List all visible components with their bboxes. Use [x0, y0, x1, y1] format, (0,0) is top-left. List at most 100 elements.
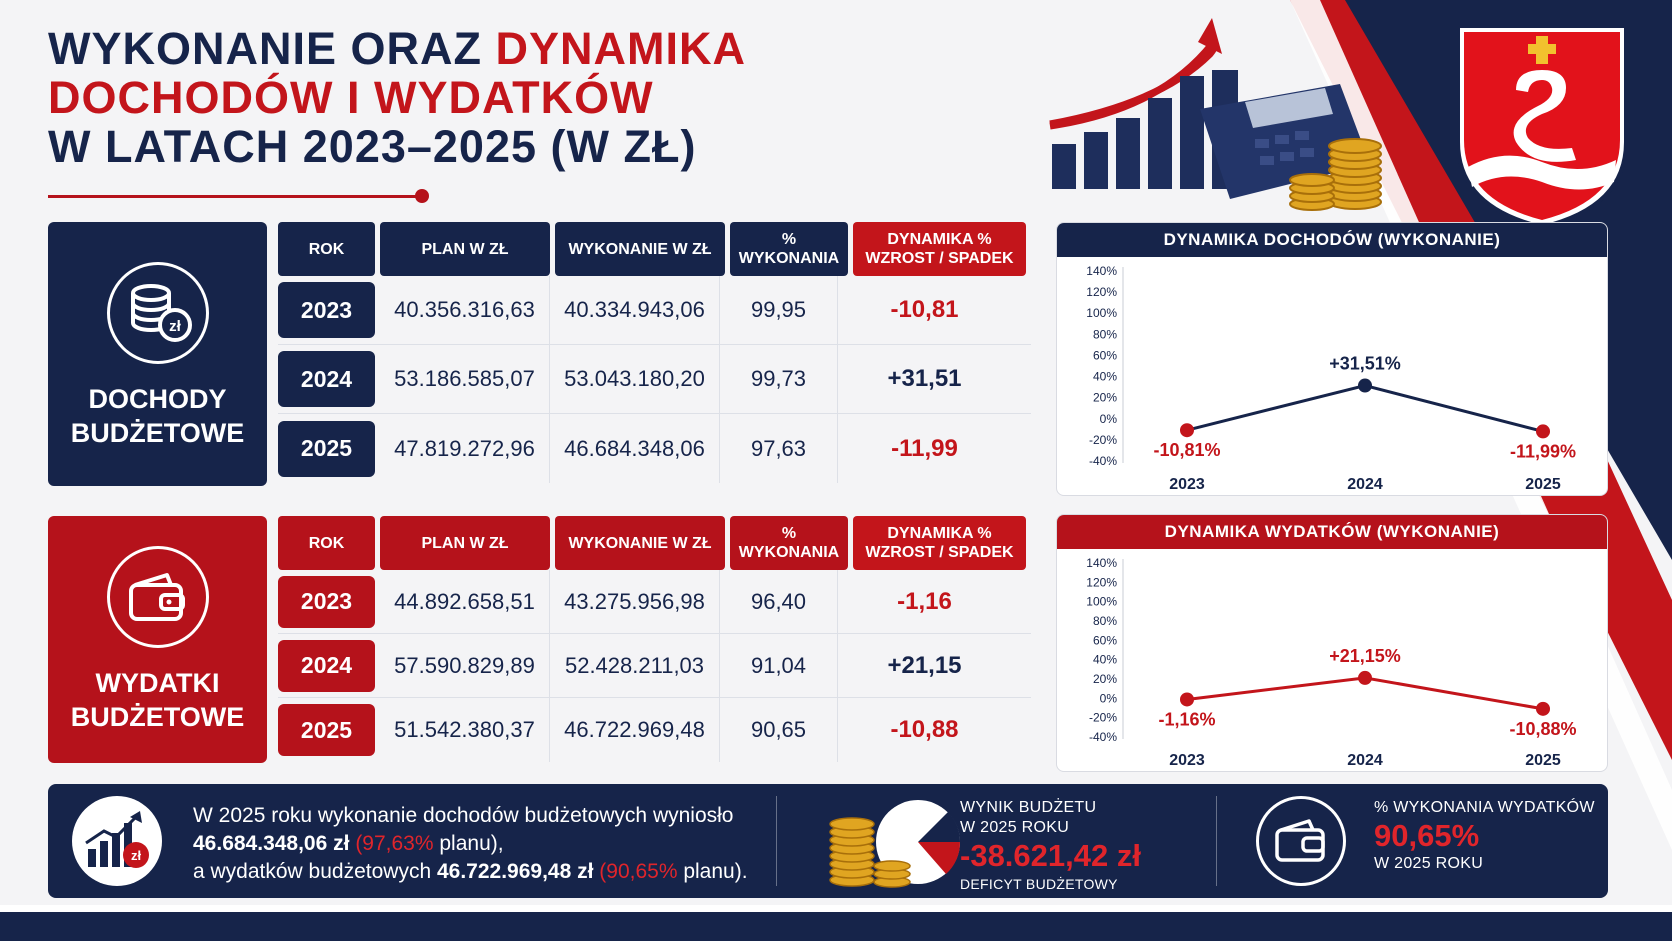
year-cell: 2025 [278, 420, 375, 477]
data-point [1536, 701, 1550, 716]
table-row: 2024 53.186.585,07 53.043.180,20 99,73 +… [278, 345, 1031, 414]
y-tick-label: 100% [1086, 595, 1117, 609]
chart-title: DYNAMIKA DOCHODÓW (WYKONANIE) [1057, 223, 1607, 257]
summary-divider [776, 796, 777, 886]
y-tick-label: 120% [1086, 285, 1117, 299]
col-dynamika: DYNAMIKA % WZROST / SPADEK [853, 516, 1026, 570]
plan-cell: 51.542.380,37 [380, 698, 550, 762]
x-tick-label: 2025 [1525, 752, 1561, 769]
wykonanie-cell: 46.722.969,48 [550, 698, 720, 762]
dyn-cell: -11,99 [891, 434, 958, 462]
expenses-label-box: WYDATKI BUDŻETOWE [48, 516, 267, 763]
col-dyn-line1: DYNAMIKA % [887, 525, 992, 542]
col-wykonanie: WYKONANIE W ZŁ [555, 516, 725, 570]
summary-income-pct-suffix: planu), [433, 832, 504, 855]
title-line-1b: DYNAMIKA [495, 23, 746, 74]
y-tick-label: 120% [1086, 575, 1117, 589]
income-label: DOCHODY BUDŻETOWE [48, 382, 267, 450]
data-label: -10,88% [1509, 719, 1576, 739]
summary-income-pct: (97,63% [355, 832, 434, 855]
summary-line-1: W 2025 roku wykonanie dochodów budżetowy… [193, 804, 734, 827]
title-divider-dot [415, 189, 429, 203]
plan-cell: 44.892.658,51 [380, 570, 550, 633]
wallet-icon [106, 546, 209, 648]
result-note: DEFICYT BUDŻETOWY [960, 876, 1118, 892]
pct-cell: 90,65 [720, 698, 838, 762]
exp-pct-note: W 2025 ROKU [1374, 855, 1484, 872]
col-pct-line1: % [781, 525, 797, 542]
y-tick-label: 80% [1093, 614, 1117, 628]
y-tick-label: 0% [1100, 412, 1118, 426]
pct-cell: 91,04 [720, 634, 838, 697]
chart-plot: 140% 120% 100% 80% 60% 40% 20% 0% -20% -40% -1,16%… [1086, 556, 1576, 769]
col-pct-line2: WYKONANIA [738, 544, 840, 561]
exp-pct-value: 90,65% [1374, 818, 1480, 853]
expenses-execution: % WYKONANIA WYDATKÓW 90,65% W 2025 ROKU [1374, 798, 1595, 874]
table-row: 2023 44.892.658,51 43.275.956,98 96,40 -… [278, 570, 1031, 634]
result-label-line2: W 2025 ROKU [960, 819, 1070, 836]
result-label-line1: WYNIK BUDŻETU [960, 799, 1097, 816]
pie-chart-icon [829, 800, 961, 888]
expenses-table-header: ROK PLAN W ZŁ WYKONANIE W ZŁ % WYKONANIA … [278, 516, 1031, 570]
y-tick-label: 80% [1093, 327, 1117, 341]
y-tick-label: -20% [1089, 711, 1117, 725]
expenses-label: WYDATKI BUDŻETOWE [48, 666, 267, 734]
table-row: 2024 57.590.829,89 52.428.211,03 91,04 +… [278, 634, 1031, 698]
y-tick-label: 100% [1086, 306, 1117, 320]
y-tick-label: -40% [1089, 454, 1117, 468]
x-tick-label: 2023 [1169, 752, 1205, 769]
dyn-cell: +21,15 [887, 651, 962, 679]
expenses-dynamics-chart: DYNAMIKA WYDATKÓW (WYKONANIE) 140% 120% 10… [1056, 514, 1608, 772]
col-dyn-line2: WZROST / SPADEK [865, 250, 1014, 267]
income-label-box: zł DOCHODY BUDŻETOWE [48, 222, 267, 486]
income-label-line1: DOCHODY [88, 384, 227, 414]
data-label: +31,51% [1329, 354, 1401, 374]
year-cell: 2023 [278, 575, 375, 628]
data-label: +21,15% [1329, 646, 1401, 666]
year-cell: 2023 [278, 282, 375, 338]
summary-bar: zł W 2025 roku wykonanie dochodów budżet… [48, 784, 1608, 898]
col-dyn-line1: DYNAMIKA % [887, 231, 992, 248]
pct-cell: 97,63 [720, 414, 838, 483]
col-wykonanie: WYKONANIE W ZŁ [555, 222, 725, 276]
summary-expense-value: 46.722.969,48 zł [436, 860, 594, 883]
chart-plot: 140% 120% 100% 80% 60% 40% 20% 0% -20% -40% -10,81… [1086, 264, 1576, 493]
year-cell: 2024 [278, 639, 375, 692]
summary-expense-pct-suffix: planu). [677, 860, 748, 883]
budget-result: WYNIK BUDŻETU W 2025 ROKU -38.621,42 zł … [960, 798, 1141, 894]
y-tick-label: 20% [1093, 391, 1117, 405]
y-tick-label: 60% [1093, 633, 1117, 647]
year-cell: 2025 [278, 704, 375, 756]
data-point [1358, 670, 1372, 685]
plan-cell: 47.819.272,96 [380, 414, 550, 483]
pct-cell: 99,95 [720, 276, 838, 344]
dyn-cell: +31,51 [887, 365, 962, 392]
data-label: -1,16% [1158, 709, 1215, 729]
summary-line-3-prefix: a wydatków budżetowych [193, 860, 437, 883]
data-point [1180, 423, 1194, 438]
x-tick-label: 2024 [1347, 752, 1383, 769]
dyn-cell: -10,88 [890, 716, 959, 743]
expenses-label-line1: WYDATKI [95, 668, 220, 698]
y-tick-label: 140% [1086, 556, 1117, 570]
data-label: -11,99% [1510, 441, 1576, 461]
wykonanie-cell: 53.043.180,20 [550, 345, 720, 413]
y-tick-label: -40% [1089, 730, 1117, 744]
plan-cell: 53.186.585,07 [380, 345, 550, 413]
data-point [1180, 692, 1194, 707]
svg-text:zł: zł [131, 848, 142, 863]
expenses-label-line2: BUDŻETOWE [70, 702, 245, 732]
summary-text: W 2025 roku wykonanie dochodów budżetowy… [193, 802, 748, 886]
coins-zl-icon: zł [106, 262, 209, 364]
data-label: -10,81% [1153, 440, 1220, 460]
pct-cell: 99,73 [720, 345, 838, 413]
wykonanie-cell: 52.428.211,03 [550, 634, 720, 697]
pct-cell: 96,40 [720, 570, 838, 633]
y-tick-label: 20% [1093, 672, 1117, 686]
dyn-cell: -10,81 [890, 296, 959, 323]
wallet-icon [1256, 796, 1346, 886]
data-point [1358, 378, 1372, 393]
footer-bar [0, 912, 1672, 941]
growth-chart-icon: zł [72, 796, 162, 886]
col-plan: PLAN W ZŁ [380, 516, 550, 570]
